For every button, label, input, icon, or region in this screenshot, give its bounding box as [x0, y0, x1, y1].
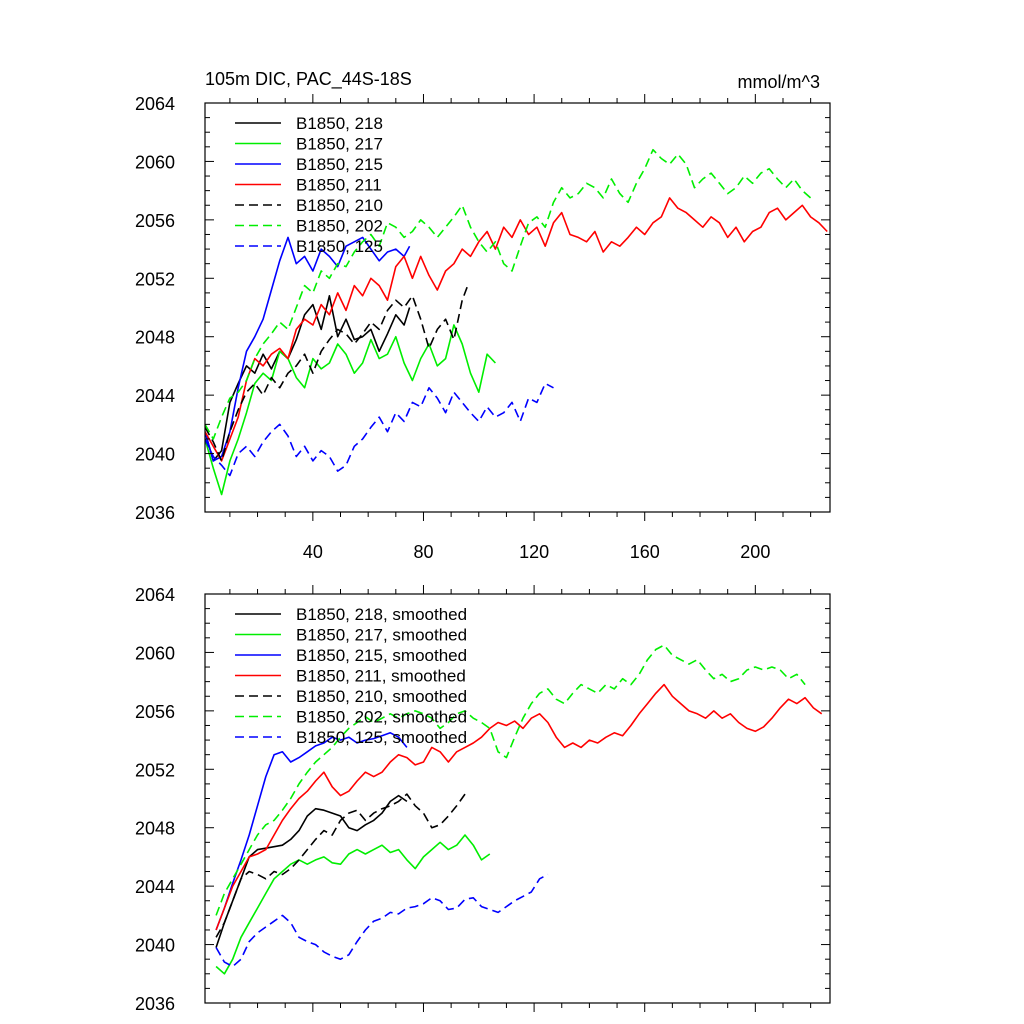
- legend-label-6: B1850, 202, smoothed: [296, 708, 467, 727]
- y-tick-label: 2056: [135, 702, 175, 722]
- series-line-6: [215, 644, 806, 916]
- chart-title: 105m DIC, PAC_44S-18S: [205, 69, 412, 90]
- legend-label-3: B1850, 215: [296, 155, 383, 174]
- top-panel: 2036 2040 2044 2048 2052 2056 2060 2064 40 80 120 1…: [135, 69, 831, 562]
- series-group: [205, 148, 828, 496]
- legend-label-5: B1850, 210: [296, 196, 383, 215]
- x-tick-label: 120: [519, 542, 549, 562]
- y-tick-label: 2040: [135, 445, 175, 465]
- series-line-1: [215, 794, 408, 948]
- y-tick-label: 2044: [135, 386, 175, 406]
- legend-label-1: B1850, 218: [296, 114, 383, 133]
- y-tick-label: 2056: [135, 211, 175, 231]
- y-tick-label: 2036: [135, 503, 175, 523]
- series-group: [215, 644, 823, 975]
- x-tick-label: 200: [740, 542, 770, 562]
- series-line-7: [205, 382, 554, 477]
- series-line-4: [215, 683, 823, 931]
- series-line-3: [205, 236, 411, 462]
- y-tick-label: 2060: [135, 643, 175, 663]
- series-line-3: [215, 731, 408, 931]
- legend-label-4: B1850, 211, smoothed: [296, 667, 466, 686]
- legend-label-6: B1850, 202: [296, 217, 383, 236]
- y-tick-label: 2040: [135, 936, 175, 956]
- series-line-5: [215, 793, 466, 938]
- y-tick-label: 2064: [135, 585, 175, 605]
- legend-label-7: B1850, 125: [296, 237, 383, 256]
- y-tick-label: 2052: [135, 760, 175, 780]
- y-tick-label: 2044: [135, 877, 175, 897]
- legend-label-4: B1850, 211: [296, 176, 382, 195]
- legend-label-2: B1850, 217, smoothed: [296, 626, 467, 645]
- series-line-2: [215, 834, 491, 975]
- legend-label-7: B1850, 125, smoothed: [296, 728, 467, 747]
- y-tick-label: 2048: [135, 328, 175, 348]
- series-line-5: [205, 285, 469, 462]
- legend-label-5: B1850, 210, smoothed: [296, 687, 467, 706]
- legend-label-2: B1850, 217: [296, 135, 383, 154]
- y-tick-label: 2036: [135, 994, 175, 1014]
- series-line-4: [205, 197, 828, 462]
- y-tick-label: 2060: [135, 152, 175, 172]
- series-line-7: [215, 873, 549, 968]
- x-tick-label: 80: [413, 542, 433, 562]
- legend-label-3: B1850, 215, smoothed: [296, 646, 467, 665]
- y-tick-label: 2064: [135, 94, 175, 114]
- bottom-panel: 2036 2040 2044 2048 2052 2056 2060 2064 B1850, 2…: [135, 585, 831, 1014]
- y-tick-label: 2048: [135, 819, 175, 839]
- series-line-2: [205, 324, 496, 496]
- x-tick-label: 40: [303, 542, 323, 562]
- legend-label-1: B1850, 218, smoothed: [296, 605, 467, 624]
- series-line-6: [205, 148, 812, 440]
- y-tick-label: 2052: [135, 269, 175, 289]
- units-label: mmol/m^3: [738, 72, 820, 92]
- x-tick-label: 160: [630, 542, 660, 562]
